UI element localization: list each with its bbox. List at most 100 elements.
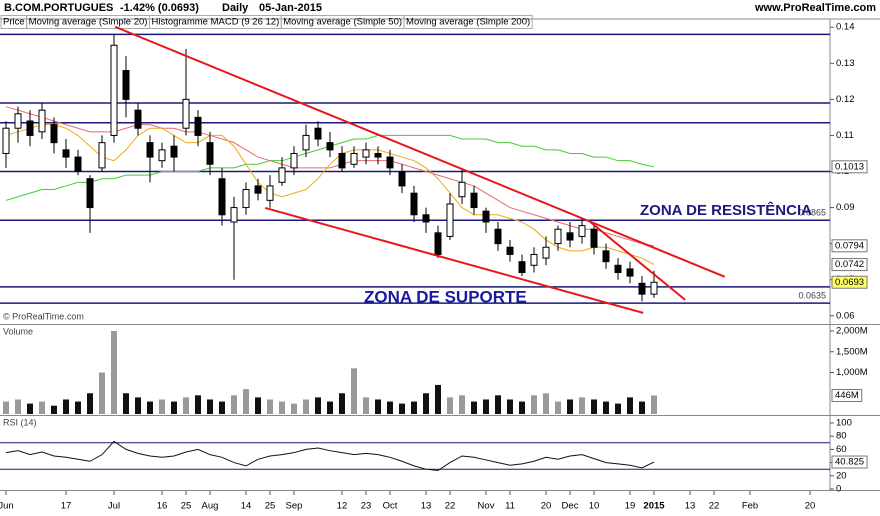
volume-bar	[567, 399, 573, 414]
candle-body	[518, 261, 526, 273]
volume-bar	[435, 384, 441, 414]
x-tick-label: 25	[181, 501, 192, 512]
volume-bar	[87, 393, 93, 414]
x-tick-label: 17	[61, 501, 72, 512]
trend-line	[264, 206, 644, 314]
candle-body	[314, 127, 322, 140]
volume-bar	[51, 405, 57, 414]
candle-body	[326, 142, 334, 151]
value-box-label: 0.0693	[835, 277, 864, 288]
candle-body	[254, 185, 262, 194]
candle-body	[446, 203, 454, 237]
volume-bar	[63, 399, 69, 414]
volume-bar	[171, 401, 177, 414]
candle-body	[122, 70, 130, 100]
candle-body	[62, 149, 70, 158]
site: www.ProRealTime.com	[754, 2, 876, 14]
copyright: © ProRealTime.com	[3, 311, 84, 321]
volume-bar	[603, 401, 609, 414]
y-tick-label: 0.06	[836, 310, 855, 321]
volume-bar	[183, 397, 189, 414]
candle-body	[638, 282, 646, 295]
volume-bar	[519, 401, 525, 414]
candle-body	[38, 109, 46, 133]
value-box	[831, 275, 868, 289]
volume-bar	[531, 395, 537, 414]
candle-body	[182, 98, 190, 129]
candle-body	[230, 207, 238, 223]
trend-line	[114, 25, 726, 278]
volume-bar	[303, 399, 309, 414]
y-tick-label: 80	[836, 431, 847, 442]
volume-bar	[15, 399, 21, 414]
candle-body	[158, 149, 166, 162]
legend-price: Price	[3, 17, 25, 28]
candle-body	[374, 152, 382, 158]
candle-body	[530, 253, 538, 266]
volume-bar	[423, 393, 429, 414]
price-change: -1.42% (0.0693)	[120, 2, 199, 14]
candle-body	[110, 44, 118, 136]
candle-body	[482, 210, 490, 223]
x-tick-label: Jul	[108, 501, 120, 512]
volume-bar	[639, 401, 645, 414]
y-tick-label: 0.09	[836, 202, 855, 213]
volume-bar	[615, 403, 621, 414]
volume-bar	[555, 401, 561, 414]
volume-bar	[195, 395, 201, 414]
candle-body	[146, 142, 154, 158]
x-tick-label: Nov	[478, 501, 495, 512]
x-tick-label: 14	[241, 501, 252, 512]
candle-body	[602, 250, 610, 263]
volume-bar	[375, 399, 381, 414]
volume-bar	[159, 399, 165, 414]
ma-value-box: 0.0742	[831, 258, 868, 272]
volume-bar	[447, 397, 453, 414]
instrument-title: B.COM.PORTUGUES	[4, 2, 113, 14]
value-box	[831, 239, 868, 253]
y-tick-label: 0.11	[836, 130, 854, 141]
volume-bar	[411, 401, 417, 414]
y-tick-label: 2,000M	[836, 325, 868, 336]
candle-body	[98, 142, 106, 169]
volume-bar	[267, 399, 273, 414]
volume-bar	[483, 399, 489, 414]
candle-body	[398, 171, 406, 187]
x-tick-label: Aug	[202, 501, 219, 512]
volume-bar	[3, 401, 9, 414]
candle-body	[278, 167, 286, 183]
volume-bar	[207, 399, 213, 414]
candle-body	[626, 268, 634, 277]
value-box	[831, 160, 868, 174]
candle-body	[266, 185, 274, 201]
candle-body	[338, 152, 346, 169]
candle-body	[410, 192, 418, 216]
date: 05-Jan-2015	[259, 2, 322, 14]
candle-body	[494, 228, 502, 245]
volume-bar	[147, 401, 153, 414]
y-tick-label: 60	[836, 444, 847, 455]
candle-body	[218, 178, 226, 216]
candle-body	[206, 142, 214, 165]
y-tick-label: 1,500M	[836, 346, 868, 357]
value-box-label: 0.0742	[835, 259, 864, 270]
volume-bar	[75, 401, 81, 414]
candle-body	[422, 214, 430, 223]
volume-bar	[291, 403, 297, 414]
legend-box	[403, 15, 533, 29]
volume-bar	[579, 397, 585, 414]
panel-title: RSI (14)	[3, 417, 37, 427]
x-tick-label: 20	[541, 501, 552, 512]
candle-body	[506, 246, 514, 255]
candle-body	[2, 127, 10, 154]
volume-bar	[315, 397, 321, 414]
y-tick-label: 0.14	[836, 22, 855, 33]
x-tick-label: Oct	[383, 501, 398, 512]
candle-body	[134, 109, 142, 129]
annotation: ZONA DE SUPORTE	[364, 287, 527, 306]
x-tick-label: Feb	[742, 501, 758, 512]
x-tick-label: 22	[709, 501, 720, 512]
volume-bar	[327, 401, 333, 414]
candle-body	[290, 152, 298, 169]
